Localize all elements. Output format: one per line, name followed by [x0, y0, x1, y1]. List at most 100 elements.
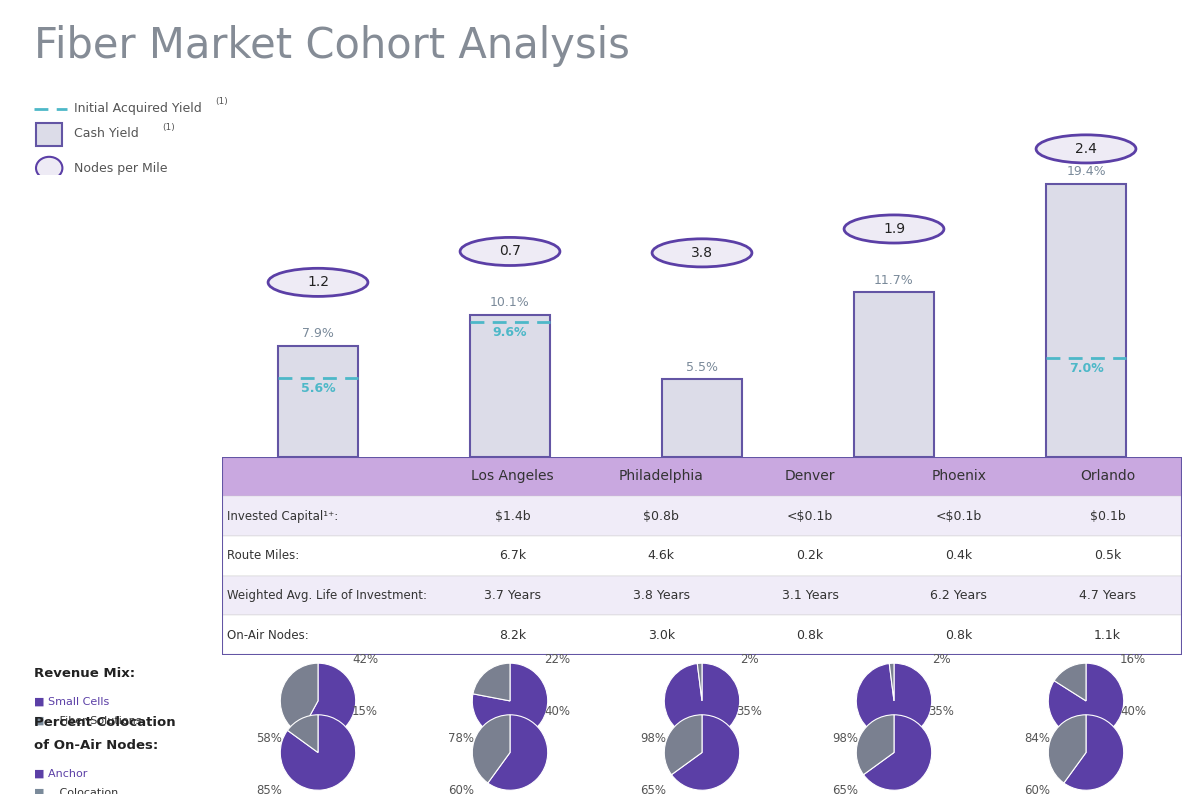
- Text: 0.5k: 0.5k: [1094, 549, 1121, 562]
- FancyBboxPatch shape: [222, 615, 1182, 655]
- Wedge shape: [1049, 663, 1123, 738]
- Text: 7.0%: 7.0%: [1069, 362, 1103, 376]
- FancyBboxPatch shape: [277, 345, 359, 457]
- Wedge shape: [665, 663, 739, 738]
- Text: 5.5%: 5.5%: [686, 360, 718, 374]
- Text: (1): (1): [215, 98, 228, 106]
- Wedge shape: [672, 715, 739, 790]
- Text: <$0.1b: <$0.1b: [936, 510, 982, 522]
- Text: 19.4%: 19.4%: [1066, 165, 1106, 179]
- Ellipse shape: [844, 215, 944, 243]
- FancyBboxPatch shape: [222, 536, 1182, 576]
- Text: 35%: 35%: [929, 705, 954, 718]
- Wedge shape: [665, 715, 702, 775]
- Text: $0.8b: $0.8b: [643, 510, 679, 522]
- Wedge shape: [864, 715, 931, 790]
- Text: 16%: 16%: [1120, 653, 1146, 666]
- Wedge shape: [300, 663, 355, 738]
- Text: (1): (1): [162, 123, 175, 132]
- Text: Philadelphia: Philadelphia: [619, 469, 703, 484]
- Text: 78%: 78%: [448, 732, 474, 746]
- Wedge shape: [288, 715, 318, 753]
- Text: 3.8: 3.8: [691, 246, 713, 260]
- Wedge shape: [473, 715, 510, 783]
- Wedge shape: [281, 715, 355, 790]
- Text: 0.8k: 0.8k: [797, 629, 823, 642]
- Text: 11.7%: 11.7%: [874, 274, 914, 287]
- Text: 0.7: 0.7: [499, 245, 521, 259]
- Text: 42%: 42%: [352, 653, 378, 666]
- Text: 1.9: 1.9: [883, 222, 905, 236]
- Text: 2.4: 2.4: [1075, 142, 1097, 156]
- Text: ■: ■: [34, 788, 44, 794]
- Text: 1.2: 1.2: [307, 276, 329, 289]
- Text: Fiber Solutions: Fiber Solutions: [56, 716, 142, 726]
- Text: 10.1%: 10.1%: [490, 296, 530, 309]
- Text: Initial Acquired Yield: Initial Acquired Yield: [74, 102, 202, 115]
- Ellipse shape: [1036, 135, 1136, 163]
- Text: Cash Yield: Cash Yield: [74, 127, 139, 141]
- Wedge shape: [488, 715, 547, 790]
- Text: Denver: Denver: [785, 469, 835, 484]
- Wedge shape: [473, 663, 510, 701]
- Text: 65%: 65%: [832, 784, 858, 794]
- Wedge shape: [473, 663, 547, 738]
- Text: 8.2k: 8.2k: [499, 629, 526, 642]
- Text: 9.6%: 9.6%: [493, 326, 527, 339]
- Text: 98%: 98%: [832, 732, 858, 746]
- Text: 58%: 58%: [256, 732, 282, 746]
- FancyBboxPatch shape: [853, 292, 935, 457]
- Text: 40%: 40%: [1120, 705, 1146, 718]
- Text: Fiber Market Cohort Analysis: Fiber Market Cohort Analysis: [34, 25, 630, 67]
- Text: 6.2 Years: 6.2 Years: [930, 589, 988, 602]
- Text: 3.7 Years: 3.7 Years: [484, 589, 541, 602]
- Ellipse shape: [268, 268, 368, 296]
- FancyBboxPatch shape: [1045, 184, 1127, 457]
- Text: Colocation: Colocation: [56, 788, 119, 794]
- FancyBboxPatch shape: [222, 576, 1182, 615]
- FancyBboxPatch shape: [661, 380, 743, 457]
- Text: 85%: 85%: [256, 784, 282, 794]
- Text: 3.0k: 3.0k: [648, 629, 674, 642]
- Text: 2%: 2%: [932, 653, 950, 666]
- Text: Weighted Avg. Life of Investment:: Weighted Avg. Life of Investment:: [227, 589, 427, 602]
- Text: <$0.1b: <$0.1b: [787, 510, 833, 522]
- Text: 60%: 60%: [1024, 784, 1050, 794]
- FancyBboxPatch shape: [222, 457, 1182, 496]
- Wedge shape: [889, 663, 894, 701]
- Text: of On-Air Nodes:: of On-Air Nodes:: [34, 738, 158, 752]
- Text: ■: ■: [34, 716, 44, 726]
- Wedge shape: [1049, 715, 1086, 783]
- Text: Invested Capital¹⁺:: Invested Capital¹⁺:: [227, 510, 338, 522]
- Text: Nodes per Mile: Nodes per Mile: [74, 161, 168, 175]
- Text: 1.1k: 1.1k: [1094, 629, 1121, 642]
- Text: 2%: 2%: [740, 653, 758, 666]
- Text: 3.8 Years: 3.8 Years: [632, 589, 690, 602]
- Text: ■ Anchor: ■ Anchor: [34, 769, 86, 779]
- Wedge shape: [1064, 715, 1123, 790]
- Text: 4.7 Years: 4.7 Years: [1079, 589, 1136, 602]
- Text: 98%: 98%: [640, 732, 666, 746]
- FancyBboxPatch shape: [469, 314, 551, 457]
- Text: ■ Small Cells: ■ Small Cells: [34, 697, 109, 707]
- Text: Orlando: Orlando: [1080, 469, 1135, 484]
- Text: 0.2k: 0.2k: [797, 549, 823, 562]
- Text: 3.1 Years: 3.1 Years: [781, 589, 839, 602]
- Text: Los Angeles: Los Angeles: [472, 469, 553, 484]
- Text: 7.9%: 7.9%: [302, 327, 334, 340]
- FancyBboxPatch shape: [222, 496, 1182, 536]
- Text: 5.6%: 5.6%: [301, 382, 335, 395]
- Text: 15%: 15%: [352, 705, 378, 718]
- Text: $0.1b: $0.1b: [1090, 510, 1126, 522]
- Text: 35%: 35%: [737, 705, 762, 718]
- Text: Route Miles:: Route Miles:: [227, 549, 299, 562]
- Text: Phoenix: Phoenix: [931, 469, 986, 484]
- Text: 0.8k: 0.8k: [946, 629, 972, 642]
- Text: 65%: 65%: [640, 784, 666, 794]
- Text: 4.6k: 4.6k: [648, 549, 674, 562]
- Ellipse shape: [652, 239, 752, 267]
- Wedge shape: [281, 663, 318, 734]
- Wedge shape: [857, 715, 894, 775]
- Ellipse shape: [36, 156, 62, 179]
- FancyBboxPatch shape: [36, 123, 62, 145]
